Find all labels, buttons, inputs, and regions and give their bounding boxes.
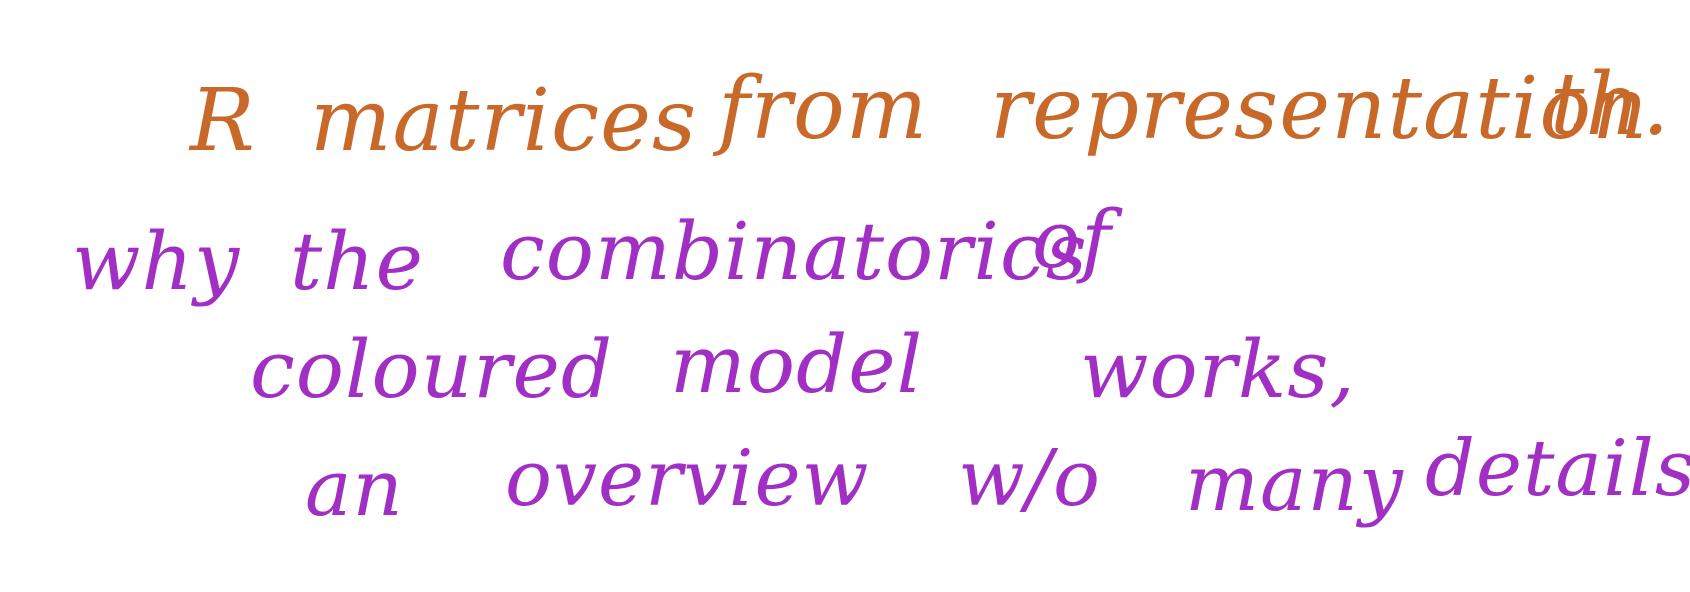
note-word: of	[1032, 193, 1112, 286]
note-word: R	[190, 71, 256, 171]
note-word: works,	[1080, 323, 1356, 416]
note-word: details	[1425, 424, 1690, 514]
note-word: coloured	[250, 323, 614, 416]
note-word: w/o	[958, 434, 1102, 524]
note-word: representation	[990, 59, 1649, 159]
note-word: why	[72, 215, 241, 308]
note-word: model	[670, 318, 924, 411]
note-word: overview	[505, 434, 870, 524]
note-word: from	[718, 59, 929, 159]
note-word: many	[1185, 439, 1404, 529]
note-word: combinatorics	[500, 205, 1088, 298]
note-word: matrices	[310, 71, 698, 171]
note-word: an	[305, 444, 404, 534]
note-word: the	[290, 215, 425, 308]
note-word: th.	[1550, 55, 1671, 155]
